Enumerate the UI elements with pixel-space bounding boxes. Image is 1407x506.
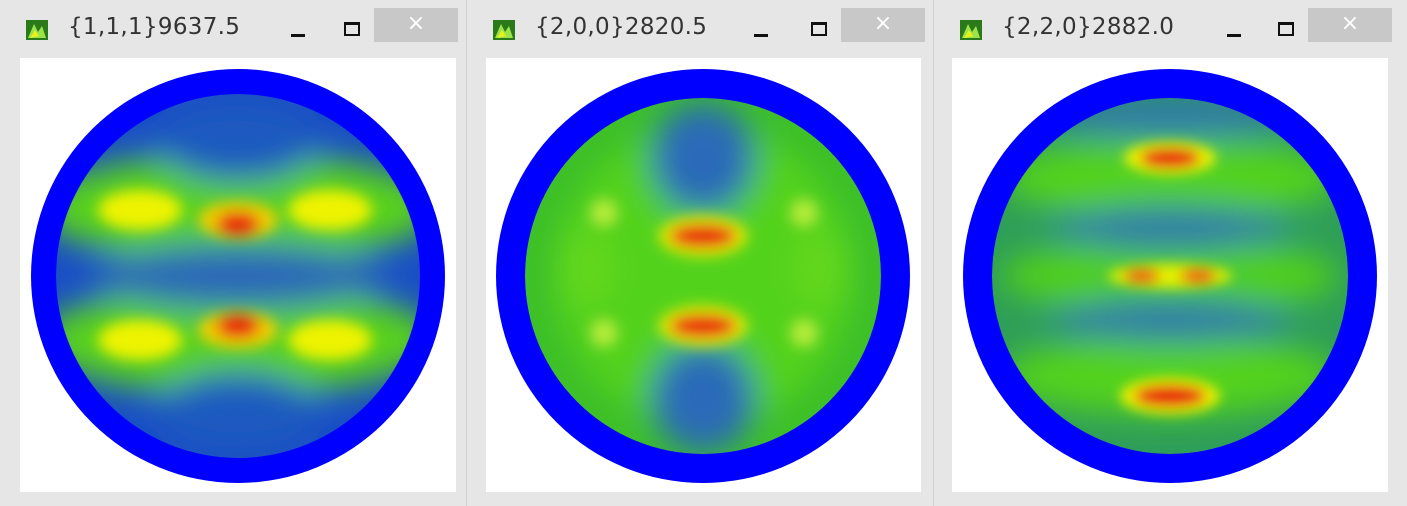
maximize-button[interactable] xyxy=(1268,14,1302,42)
minimize-button[interactable] xyxy=(743,18,779,46)
pole-figure-canvas xyxy=(20,58,456,492)
app-icon xyxy=(26,20,48,40)
title-bar[interactable]: {2,2,0}2882.0 × xyxy=(934,0,1407,58)
app-icon xyxy=(493,20,515,40)
pole-figure-window-111: {1,1,1}9637.5 × xyxy=(0,0,467,506)
pole-figure-window-200: {2,0,0}2820.5 × xyxy=(467,0,934,506)
maximize-button[interactable] xyxy=(334,14,368,42)
pole-figure-plot xyxy=(31,69,445,483)
close-button[interactable]: × xyxy=(1308,8,1392,42)
close-button[interactable]: × xyxy=(374,8,458,42)
minimize-button[interactable] xyxy=(280,18,316,46)
maximize-button[interactable] xyxy=(801,14,835,42)
pole-figure-canvas xyxy=(952,58,1388,492)
pole-figure-canvas xyxy=(486,58,921,492)
window-title: {1,1,1}9637.5 xyxy=(68,14,241,40)
pole-figure-window-220: {2,2,0}2882.0 × xyxy=(934,0,1407,506)
pole-figure-plot xyxy=(963,69,1377,483)
app-icon xyxy=(960,20,982,40)
close-button[interactable]: × xyxy=(841,8,925,42)
title-bar[interactable]: {1,1,1}9637.5 × xyxy=(0,0,466,58)
window-title: {2,0,0}2820.5 xyxy=(535,14,708,40)
title-bar[interactable]: {2,0,0}2820.5 × xyxy=(467,0,933,58)
window-title: {2,2,0}2882.0 xyxy=(1002,14,1175,40)
minimize-button[interactable] xyxy=(1216,18,1252,46)
pole-figure-plot xyxy=(496,69,910,483)
